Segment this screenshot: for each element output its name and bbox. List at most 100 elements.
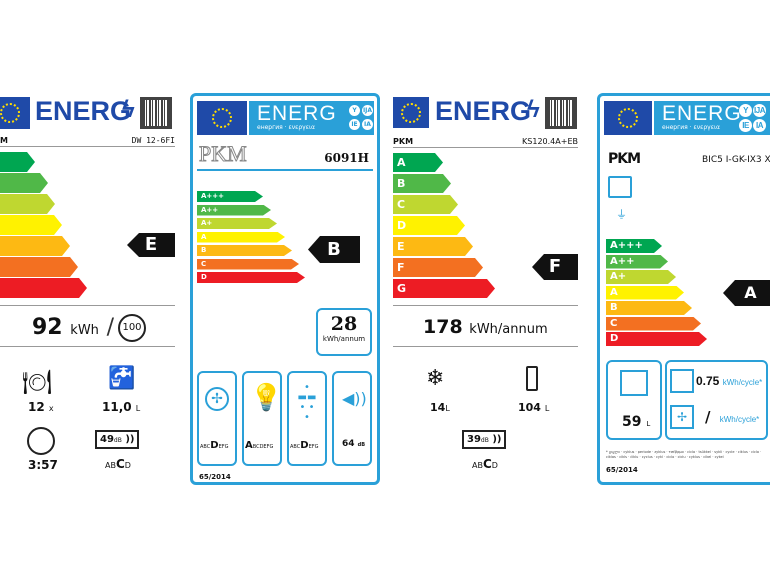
electric-oven-icon	[608, 176, 632, 198]
light-bulb-icon: 💡	[250, 383, 283, 413]
programme-duration: 3:57	[28, 458, 58, 472]
hood-energy-label: ENERG енергия · ενεργεια Y IJA IE IA PKM…	[190, 93, 380, 485]
energy-subtitle: енергия · ενεργεια	[662, 124, 720, 131]
energy-consumption: 92 kWh /	[32, 315, 114, 340]
noise-speaker-icon: 49dB ))	[95, 430, 140, 449]
consumption-unit: kWh	[70, 323, 99, 338]
divider	[197, 169, 373, 171]
energy-class-bar: C	[393, 195, 458, 214]
energy-header: ENERG енергия · ενεργεια Y IJA IE IA	[654, 101, 770, 135]
clock-icon	[27, 427, 55, 455]
divider	[393, 305, 578, 306]
rating-indicator: B	[308, 236, 360, 263]
noise-class: ABCD	[472, 457, 498, 471]
brand: PKM	[393, 137, 414, 146]
lightning-icon: ϟ	[527, 96, 540, 123]
brand: M	[0, 136, 8, 145]
divider	[393, 147, 578, 148]
energy-class-bar: C	[197, 259, 299, 270]
energy-class-bar	[0, 215, 62, 235]
lang-code: Y	[349, 105, 360, 116]
divider	[0, 305, 175, 306]
noise-box: ◀)) 64 dB	[332, 371, 372, 466]
pkm-logo: PKM	[199, 141, 248, 167]
consumption-box: 0.75 kWh/cycle* ✢ / kWh/cycle*	[665, 360, 768, 440]
model: KS120.4A+EB	[522, 137, 578, 146]
energy-class-bar: D	[606, 332, 707, 346]
consumption-unit: kWh/annum	[322, 335, 366, 343]
energy-header: ENERG енергия · ενεργεια Y IJA IE IA	[249, 101, 374, 135]
consumption-unit: kWh/annum	[469, 322, 548, 337]
energy-title: ENERG	[662, 102, 742, 125]
regulation: 65/2014	[199, 473, 231, 481]
fluid-efficiency-box: ✢ ABCDEFG	[197, 371, 237, 466]
fan-consumption: / kWh/cycle*	[705, 408, 760, 426]
qr-code-icon	[140, 97, 172, 129]
freezer-volume: 14L	[430, 401, 450, 414]
consumption-value: 178	[423, 316, 463, 338]
divider	[0, 346, 175, 347]
energy-class-bar: E	[393, 237, 473, 256]
energy-class-bar	[0, 257, 78, 277]
rating-indicator: F	[532, 254, 578, 280]
oven-energy-label: ENERG енергия · ενεργεια Y IJA IE IA PKM…	[597, 93, 770, 485]
volume-box: 59 L	[606, 360, 662, 440]
eu-flag-icon	[197, 101, 247, 135]
lang-code: IA	[753, 119, 766, 132]
cycle-count: 100	[122, 322, 142, 333]
eu-flag-icon	[604, 101, 652, 135]
plug-icon: ⏚	[616, 208, 627, 221]
energy-class-bar	[0, 194, 55, 214]
place-settings: 12 x	[28, 400, 54, 414]
energy-class-bar: A	[197, 232, 285, 243]
lang-code: IE	[739, 119, 752, 132]
energy-class-bar: A+	[606, 270, 676, 284]
model: BIC5 I-GK-IX3 X	[702, 155, 770, 165]
oven-volume: 59 L	[622, 414, 651, 430]
slash: /	[106, 315, 115, 340]
noise-level: 64 dB	[342, 439, 366, 449]
water-tap-icon: 🚰	[108, 366, 136, 391]
energy-title: ENERG	[257, 102, 337, 125]
water-consumption: 11,0 L	[102, 400, 140, 414]
lang-code: IE	[349, 119, 360, 130]
energy-class-bar	[0, 152, 35, 172]
place-settings-value: 12	[28, 400, 45, 414]
speaker-icon: ◀))	[342, 389, 367, 408]
conventional-consumption: 0.75 kWh/cycle*	[696, 374, 763, 388]
divider	[0, 146, 175, 147]
lighting-class: ABCDEFG	[245, 440, 274, 451]
noise-unit: dB	[113, 437, 122, 444]
rating-indicator: A	[723, 280, 770, 306]
energy-class-bar: A+	[197, 218, 277, 229]
grease-class: ABCDEFG	[290, 440, 319, 451]
energy-class-bar	[0, 236, 70, 256]
energy-subtitle: енергия · ενεργεια	[257, 124, 315, 131]
model: DW 12-6FI	[131, 136, 175, 145]
consumption-value: 28	[330, 313, 358, 335]
fridge-volume: 104 L	[518, 401, 550, 414]
plates-icon: 🍽	[22, 368, 53, 396]
energy-class-bar: B	[393, 174, 451, 193]
bottle-icon	[526, 366, 538, 391]
consumption-value: 92	[32, 315, 63, 340]
lang-code: IJA	[362, 105, 373, 116]
energy-class-bar: A	[393, 153, 443, 172]
fan-icon: ✢	[205, 387, 229, 411]
lighting-efficiency-box: 💡 ABCDEFG	[242, 371, 282, 466]
noise-class-low: AB	[105, 461, 116, 470]
grease-filter-box: • ▬▬ • • • ABCDEFG	[287, 371, 327, 466]
energy-class-bar: D	[393, 216, 465, 235]
energy-class-bar: D	[197, 272, 305, 283]
eu-flag-icon	[393, 97, 429, 128]
conventional-oven-icon	[670, 369, 694, 393]
energy-class-bar: F	[393, 258, 483, 277]
oven-cavity-icon	[620, 370, 648, 396]
place-settings-unit: x	[48, 404, 54, 413]
pkm-logo: PKM	[608, 151, 641, 167]
noise-value: 49	[100, 434, 114, 445]
lang-code: IJA	[753, 104, 766, 117]
energy-class-bar: A+++	[197, 191, 263, 202]
noise-class: ABCD	[105, 457, 131, 471]
